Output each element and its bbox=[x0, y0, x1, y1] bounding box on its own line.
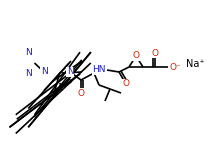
Text: O: O bbox=[122, 80, 130, 89]
Text: O: O bbox=[151, 48, 159, 57]
Text: N: N bbox=[25, 48, 32, 57]
Text: Na⁺: Na⁺ bbox=[186, 59, 205, 69]
Text: HN: HN bbox=[92, 65, 106, 75]
Text: N: N bbox=[25, 69, 32, 78]
Text: N: N bbox=[41, 67, 47, 77]
Text: O: O bbox=[78, 89, 84, 98]
Text: N: N bbox=[67, 67, 73, 77]
Text: O: O bbox=[132, 51, 140, 60]
Text: O⁻: O⁻ bbox=[169, 62, 181, 72]
